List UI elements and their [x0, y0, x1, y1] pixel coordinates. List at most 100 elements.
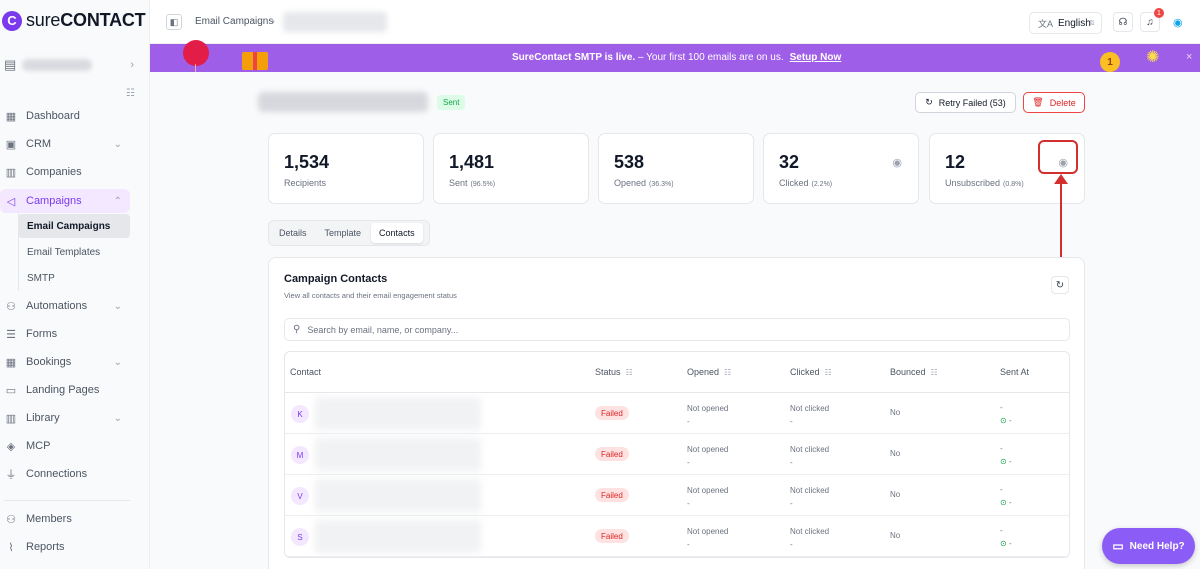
chart-icon: ⌇: [8, 541, 14, 554]
sidebar-item-connections[interactable]: ⏚ Connections: [0, 462, 130, 486]
breadcrumb-email-campaigns[interactable]: Email Campaigns: [195, 16, 274, 27]
search-input[interactable]: [307, 324, 1008, 335]
clicked-value: Not clicked: [790, 445, 830, 454]
mcp-icon: ◈: [6, 440, 16, 453]
gift-icon: [242, 52, 268, 70]
sent-at-sub: ⊙ -: [1000, 414, 1012, 427]
sent-at-sub-text: -: [1008, 498, 1012, 507]
column-header-contact: Contact: [290, 367, 321, 377]
opened-sub: -: [687, 417, 690, 426]
sidebar-item-crm[interactable]: ▣ CRM ⌄: [0, 132, 130, 156]
sidebar-item-reports[interactable]: ⌇ Reports: [0, 535, 130, 559]
opened-cell: Not opened -: [687, 402, 728, 428]
opened-value: Not opened: [687, 445, 729, 454]
column-header-clicked[interactable]: Clicked ☷: [790, 367, 832, 377]
close-icon[interactable]: ×: [1186, 51, 1193, 63]
stat-label: Recipients: [284, 178, 326, 188]
sidebar-subitem-email-campaigns[interactable]: Email Campaigns: [18, 214, 130, 238]
clicked-sub: -: [790, 417, 793, 426]
filter-icon[interactable]: ☷: [724, 367, 732, 377]
sidebar-item-campaigns[interactable]: ◁ Campaigns ⌃: [0, 189, 130, 213]
table-row[interactable]: K Failed Not opened - Not clicked - No - ⊙ …: [285, 393, 1069, 434]
need-help-button[interactable]: ▭ Need Help?: [1102, 528, 1195, 564]
sidebar-item-bookings[interactable]: ▦ Bookings ⌄: [0, 350, 130, 374]
sidebar-item-label: Dashboard: [26, 110, 80, 122]
opened-cell: Not opened -: [687, 443, 728, 469]
sidebar-subitem-smtp[interactable]: SMTP: [27, 272, 55, 284]
stat-value: 12: [945, 152, 966, 172]
logo-mark: C: [2, 10, 22, 31]
form-icon: ☰: [6, 328, 16, 341]
clicked-sub: -: [790, 540, 793, 549]
calendar-icon: ▦: [5, 356, 17, 369]
chevron-down-icon: ⌄: [113, 300, 122, 312]
logo-text: sureCONTACT: [26, 10, 146, 31]
chevron-down-icon: ⌄: [113, 356, 122, 368]
table-row[interactable]: S Failed Not opened - Not clicked - No - ⊙ …: [285, 516, 1069, 557]
tab-template[interactable]: Template: [324, 228, 362, 238]
delete-button[interactable]: 🗑 Delete: [1023, 92, 1085, 113]
sidebar-item-dashboard[interactable]: ▦ Dashboard: [0, 104, 130, 128]
setup-now-link[interactable]: Setup Now: [789, 52, 842, 63]
stat-card-recipients: 1,534 Recipients: [268, 133, 424, 204]
retry-failed-button[interactable]: ↻ Retry Failed (53): [915, 92, 1016, 113]
sidebar-item-label: Landing Pages: [26, 384, 100, 396]
status-badge: Sent: [437, 95, 466, 110]
topbar: ◧ Email Campaigns › 文A English ⇅ ☊ ♫ 1 ◉: [150, 0, 1200, 44]
opened-cell: Not opened -: [687, 525, 728, 551]
stat-label-text: Opened: [614, 178, 647, 188]
annotation-arrow-head: [1054, 174, 1068, 184]
tab-contacts[interactable]: Contacts: [371, 223, 423, 243]
tab-details[interactable]: Details: [279, 228, 307, 238]
bounced-cell: No: [890, 490, 901, 499]
sidebar-item-library[interactable]: ▥ Library ⌄: [0, 406, 130, 430]
notifications-bell-icon[interactable]: ♫ 1: [1140, 8, 1164, 32]
sidebar-collapse-icon[interactable]: ☷: [126, 88, 135, 99]
support-headset-icon[interactable]: ☊: [1113, 12, 1133, 32]
logo-text-bold: CONTACT: [60, 10, 146, 30]
card-title: Campaign Contacts: [284, 273, 388, 285]
banner-text: SureContact SMTP is live. – Your first 1…: [512, 52, 841, 63]
language-selector[interactable]: 文A English ⇅: [1029, 12, 1102, 34]
sidebar-item-automations[interactable]: ⚇ Automations ⌄: [0, 294, 130, 318]
stat-label: Opened (36.3%): [614, 178, 674, 188]
sidebar-item-label: Reports: [26, 541, 65, 553]
sidebar-item-companies[interactable]: ▥ Companies: [0, 160, 130, 184]
sent-at-sub-text: -: [1008, 416, 1012, 425]
sidebar-item-mcp[interactable]: ◈ MCP: [0, 434, 130, 458]
filter-icon[interactable]: ☷: [824, 367, 832, 377]
trash-icon: 🗑: [1032, 97, 1044, 107]
sent-at-cell: - ⊙ -: [1000, 401, 1012, 427]
column-header-status[interactable]: Status ☷: [595, 367, 633, 377]
workspace-switcher[interactable]: ▤ ›: [4, 52, 138, 78]
eye-icon[interactable]: ◉: [1058, 157, 1068, 169]
table-row[interactable]: V Failed Not opened - Not clicked - No - ⊙ …: [285, 475, 1069, 516]
filter-icon[interactable]: ☷: [930, 367, 938, 377]
sidebar-item-label: MCP: [26, 440, 51, 452]
refresh-icon[interactable]: ↻: [1051, 276, 1069, 294]
column-header-bounced[interactable]: Bounced ☷: [890, 367, 938, 377]
sidebar-item-forms[interactable]: ☰ Forms: [0, 322, 130, 346]
banner-message: – Your first 100 emails are on us.: [635, 52, 784, 63]
sidebar-item-label: Automations: [26, 300, 88, 312]
sidebar-subitem-email-templates[interactable]: Email Templates: [27, 246, 101, 258]
submenu-guide-line: [18, 213, 19, 291]
grid-icon: ▦: [5, 110, 17, 123]
retry-icon: ↻: [925, 97, 933, 107]
clicked-cell: Not clicked -: [790, 443, 829, 469]
column-header-opened[interactable]: Opened ☷: [687, 367, 731, 377]
filter-icon[interactable]: ☷: [625, 367, 633, 377]
sidebar-item-landing-pages[interactable]: ▭ Landing Pages: [0, 378, 130, 402]
clicked-sub: -: [790, 458, 793, 467]
check-circle-icon: ⊙: [1000, 498, 1007, 507]
brand-logo[interactable]: C sureCONTACT: [2, 10, 146, 31]
table-row[interactable]: M Failed Not opened - Not clicked - No - ⊙ …: [285, 434, 1069, 475]
eye-icon[interactable]: ◉: [892, 157, 902, 169]
stat-card-opened: 538 Opened (36.3%): [598, 133, 754, 204]
sidebar-toggle-icon[interactable]: ◧: [166, 14, 182, 30]
sidebar-item-members[interactable]: ⚇ Members: [0, 507, 130, 531]
status-badge: Failed: [595, 447, 629, 461]
column-label: Status: [595, 367, 621, 377]
logo-text-light: sure: [26, 10, 61, 30]
bounced-cell: No: [890, 408, 901, 417]
